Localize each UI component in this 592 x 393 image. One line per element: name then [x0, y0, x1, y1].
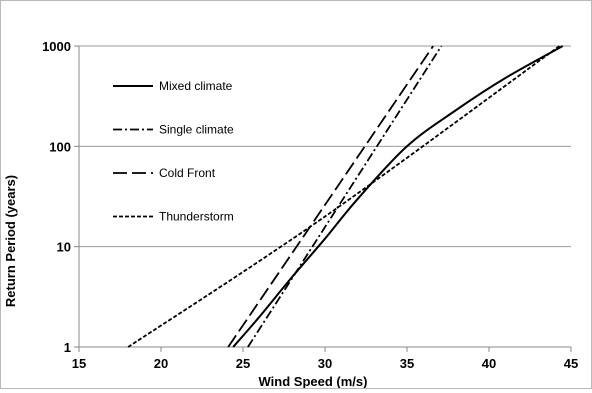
- legend: Mixed climate Single climate Cold Front Thu…: [113, 79, 234, 224]
- y-tick-label: 100: [49, 139, 71, 154]
- x-tick-label: 15: [72, 356, 86, 371]
- series-line-thunderstorm: [127, 45, 561, 348]
- legend-label-mixed-climate: Mixed climate: [159, 79, 233, 93]
- axes: [74, 45, 572, 352]
- x-axis-title: Wind Speed (m/s): [259, 374, 368, 388]
- series-lines: [127, 45, 564, 348]
- x-tick-label: 40: [482, 356, 496, 371]
- x-tick-label: 20: [154, 356, 168, 371]
- x-tick-label: 25: [236, 356, 250, 371]
- grid: [79, 45, 571, 248]
- y-tick-label: 1: [64, 340, 71, 355]
- legend-label-thunderstorm: Thunderstorm: [159, 210, 234, 224]
- legend-label-cold-front: Cold Front: [159, 166, 216, 180]
- x-tick-label: 35: [400, 356, 414, 371]
- x-tick-label: 30: [318, 356, 332, 371]
- series-line-cold-front: [227, 45, 434, 348]
- y-tick-label: 10: [57, 240, 71, 255]
- legend-label-single-climate: Single climate: [159, 123, 234, 137]
- tick-labels: 1 10 100 1000 15 20 25 30 35 40 45: [42, 39, 578, 371]
- y-tick-label: 1000: [42, 39, 71, 54]
- y-axis-title: Return Period (years): [3, 175, 18, 307]
- series-line-single-climate: [247, 45, 443, 348]
- x-tick-label: 45: [564, 356, 578, 371]
- series-line-mixed-climate: [232, 45, 564, 348]
